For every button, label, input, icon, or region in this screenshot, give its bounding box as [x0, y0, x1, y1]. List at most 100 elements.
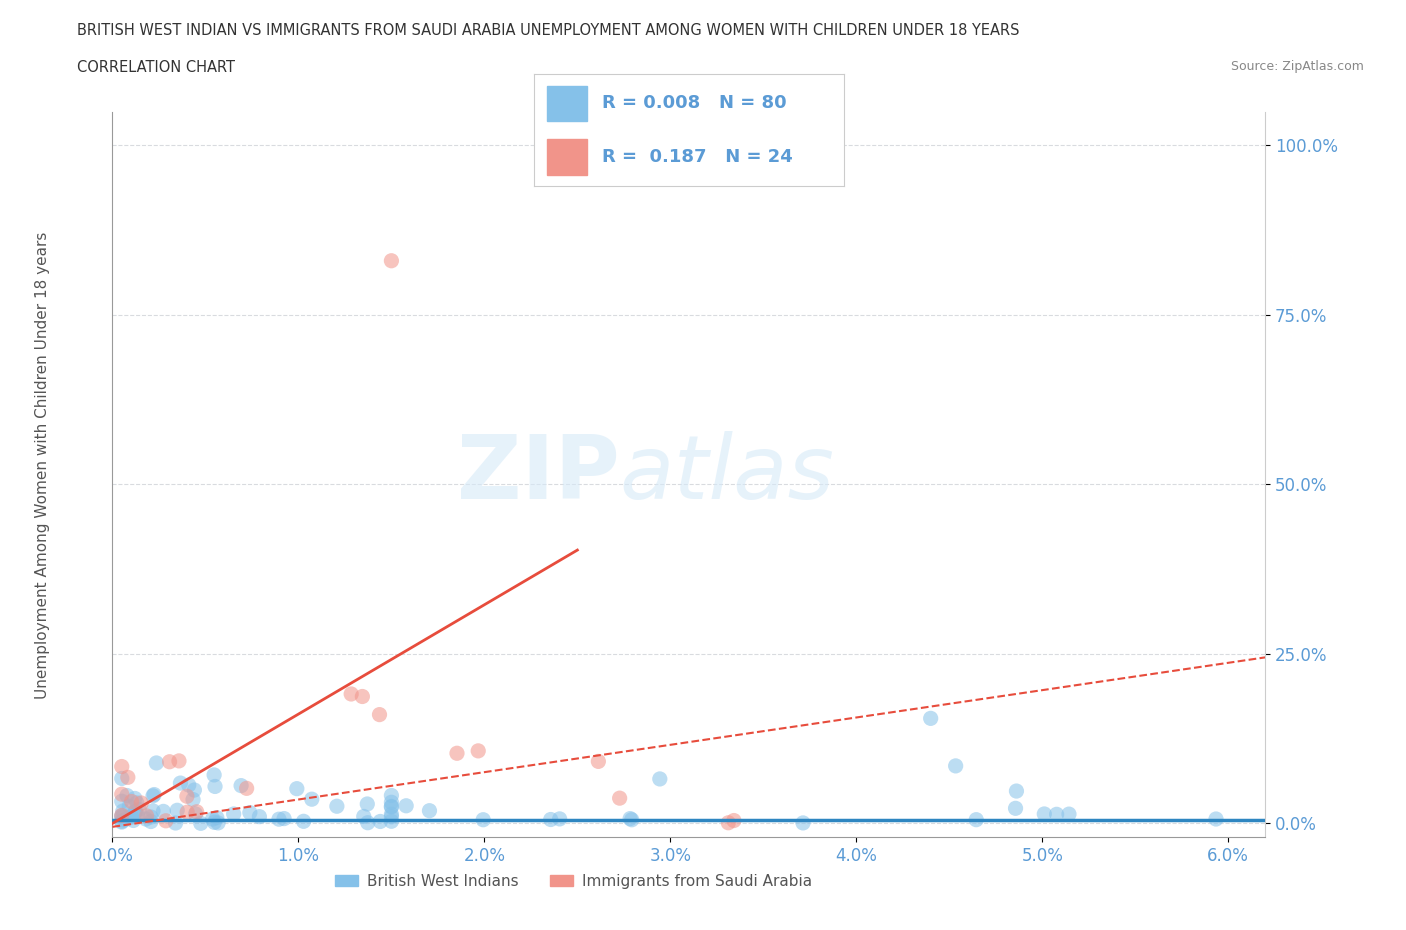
Point — [115, 788, 138, 803]
Point — [139, 810, 162, 825]
Point — [548, 812, 571, 827]
Point — [117, 770, 139, 785]
Point — [111, 771, 134, 786]
Point — [112, 813, 135, 828]
Point — [1004, 801, 1026, 816]
Point — [301, 791, 323, 806]
Text: R = 0.008   N = 80: R = 0.008 N = 80 — [602, 95, 787, 113]
Point — [207, 816, 229, 830]
Bar — [547, 140, 586, 175]
Point — [176, 789, 198, 804]
Point — [380, 800, 402, 815]
Point — [273, 811, 295, 826]
Point — [340, 686, 363, 701]
Point — [118, 799, 141, 814]
Point — [239, 805, 262, 820]
Point — [176, 804, 198, 819]
Point — [183, 782, 205, 797]
Point — [418, 804, 440, 818]
Bar — [547, 86, 586, 121]
Point — [122, 813, 145, 828]
Point — [235, 781, 257, 796]
Point — [446, 746, 468, 761]
Point — [202, 815, 225, 830]
Point — [204, 779, 226, 794]
Point — [111, 809, 134, 824]
Point — [292, 814, 315, 829]
Point — [326, 799, 349, 814]
Point — [124, 804, 146, 818]
Point — [620, 812, 643, 827]
Point — [619, 811, 641, 826]
Point — [352, 689, 374, 704]
Point — [285, 781, 308, 796]
Point — [169, 776, 191, 790]
Point — [472, 812, 495, 827]
Point — [965, 812, 987, 827]
Point — [1033, 806, 1056, 821]
Point — [190, 816, 212, 830]
Point — [127, 807, 149, 822]
Text: atlas: atlas — [620, 432, 835, 517]
Point — [380, 807, 402, 822]
Point — [205, 810, 228, 825]
Point — [111, 815, 134, 830]
Point — [120, 809, 142, 824]
Point — [380, 814, 402, 829]
Point — [723, 813, 745, 828]
Point — [111, 808, 134, 823]
Point — [920, 711, 942, 725]
Point — [184, 806, 207, 821]
Point — [155, 814, 177, 829]
Point — [467, 743, 489, 758]
Text: Unemployment Among Women with Children Under 18 years: Unemployment Among Women with Children U… — [35, 232, 49, 698]
Point — [142, 789, 165, 804]
Point — [111, 794, 134, 809]
Point — [111, 787, 134, 802]
Point — [152, 804, 174, 818]
Text: BRITISH WEST INDIAN VS IMMIGRANTS FROM SAUDI ARABIA UNEMPLOYMENT AMONG WOMEN WIT: BRITISH WEST INDIAN VS IMMIGRANTS FROM S… — [77, 23, 1019, 38]
Point — [202, 767, 225, 782]
Point — [368, 707, 391, 722]
Text: CORRELATION CHART: CORRELATION CHART — [77, 60, 235, 75]
Point — [111, 804, 134, 818]
Point — [609, 790, 631, 805]
Point — [380, 253, 402, 268]
Point — [111, 759, 134, 774]
Point — [648, 772, 671, 787]
Point — [540, 812, 562, 827]
Point — [356, 797, 378, 812]
Point — [368, 814, 391, 829]
Legend: British West Indians, Immigrants from Saudi Arabia: British West Indians, Immigrants from Sa… — [329, 868, 818, 895]
Point — [120, 810, 142, 825]
Point — [1046, 807, 1069, 822]
Point — [124, 804, 146, 819]
Point — [357, 816, 380, 830]
Point — [186, 804, 208, 819]
Point — [1005, 784, 1028, 799]
Point — [222, 806, 245, 821]
Point — [145, 755, 167, 770]
Text: ZIP: ZIP — [457, 431, 620, 518]
Point — [124, 791, 146, 806]
Point — [129, 795, 152, 810]
Point — [717, 816, 740, 830]
Text: R =  0.187   N = 24: R = 0.187 N = 24 — [602, 148, 793, 166]
Point — [380, 795, 402, 810]
Point — [167, 753, 190, 768]
Point — [159, 754, 181, 769]
Point — [121, 794, 143, 809]
Point — [229, 778, 252, 793]
Point — [177, 777, 200, 792]
Point — [588, 754, 610, 769]
Point — [111, 808, 134, 823]
Point — [128, 802, 150, 817]
Point — [267, 812, 290, 827]
Point — [135, 808, 157, 823]
Point — [142, 804, 165, 818]
Point — [1205, 812, 1227, 827]
Point — [125, 795, 148, 810]
Point — [380, 799, 402, 814]
Point — [380, 809, 402, 824]
Point — [247, 809, 270, 824]
